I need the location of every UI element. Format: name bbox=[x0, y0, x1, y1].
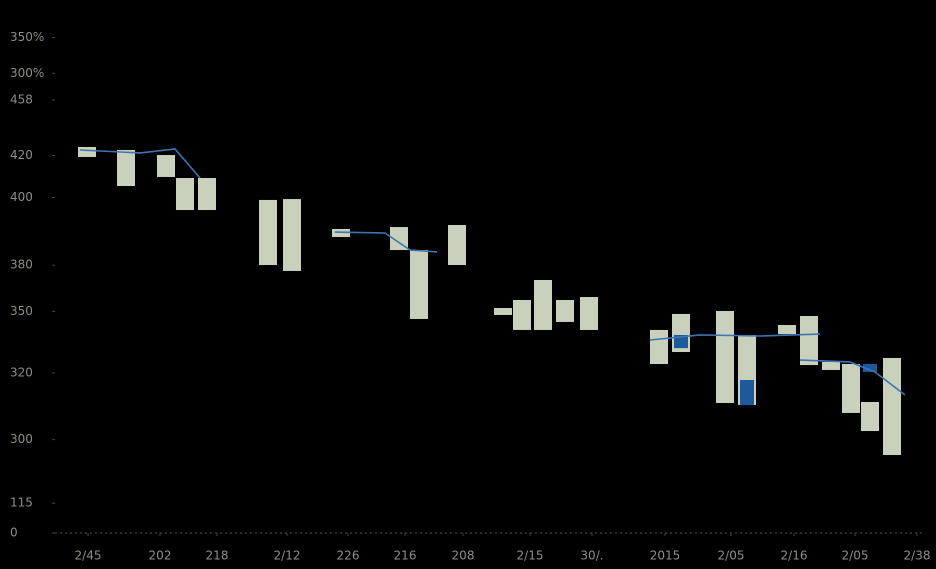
y-tick-label: 115 bbox=[10, 496, 33, 510]
x-tick-label: 2/38 bbox=[904, 549, 931, 563]
y-tick-label: 400 bbox=[10, 190, 33, 204]
bar bbox=[176, 178, 194, 211]
x-tick-label: 208 bbox=[452, 549, 475, 563]
bar bbox=[390, 227, 408, 251]
bar bbox=[800, 316, 818, 366]
x-tick-label: 2/12 bbox=[274, 549, 301, 563]
x-tick-label: 202 bbox=[149, 549, 172, 563]
bar bbox=[494, 307, 512, 315]
y-tick-label: 458 bbox=[10, 93, 33, 107]
trend-line bbox=[79, 148, 906, 396]
bar bbox=[822, 361, 840, 370]
y-tick-label: 300 bbox=[10, 432, 33, 446]
bar bbox=[78, 147, 96, 157]
x-tick-label: 2/45 bbox=[75, 549, 102, 563]
x-tick-label: 2/16 bbox=[781, 549, 808, 563]
bar bbox=[410, 250, 428, 319]
x-tick-label: 2/15 bbox=[517, 549, 544, 563]
x-tick-label: 2015 bbox=[650, 549, 681, 563]
y-tick-label: 380 bbox=[10, 258, 33, 272]
bar bbox=[259, 199, 277, 266]
x-tick-label: 2/05 bbox=[842, 549, 869, 563]
bar bbox=[716, 310, 734, 404]
y-tick-label: 420 bbox=[10, 148, 33, 162]
bar bbox=[842, 364, 860, 413]
bar bbox=[332, 228, 350, 237]
bar bbox=[448, 224, 466, 266]
y-tick-label: 320 bbox=[10, 365, 33, 379]
bar bbox=[861, 401, 879, 432]
bar bbox=[883, 357, 901, 456]
bar bbox=[534, 279, 552, 330]
bar bbox=[650, 329, 668, 365]
bar bbox=[198, 178, 216, 211]
bar bbox=[283, 199, 301, 271]
bar-highlight bbox=[863, 364, 877, 372]
x-tick-label: 218 bbox=[206, 549, 229, 563]
y-tick-label: 350% bbox=[10, 30, 44, 44]
y-tick-label: 0 bbox=[10, 526, 18, 540]
bar-highlight bbox=[740, 380, 754, 405]
bar bbox=[513, 299, 531, 330]
bar-highlight bbox=[674, 334, 688, 349]
x-tick-label: 30/. bbox=[580, 549, 603, 563]
bar bbox=[556, 299, 574, 322]
x-tick-label: 2/05 bbox=[718, 549, 745, 563]
bar bbox=[157, 155, 175, 177]
y-tick-label: 300% bbox=[10, 66, 44, 80]
bar bbox=[580, 297, 598, 330]
bar bbox=[778, 325, 796, 335]
y-tick-label: 350 bbox=[10, 304, 33, 318]
x-tick-label: 226 bbox=[337, 549, 360, 563]
bar bbox=[117, 149, 135, 187]
x-tick-label: 216 bbox=[394, 549, 417, 563]
